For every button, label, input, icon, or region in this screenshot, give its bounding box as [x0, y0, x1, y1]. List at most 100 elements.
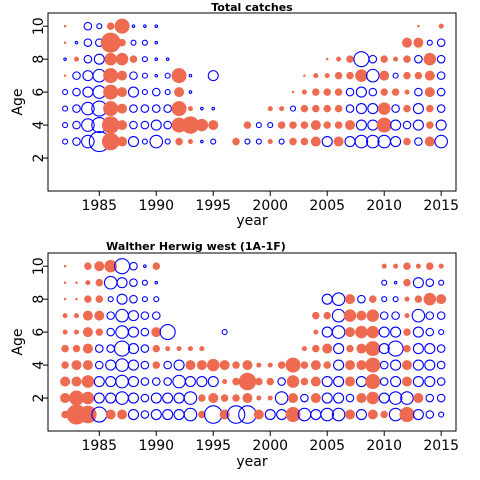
bubble-negative [424, 359, 436, 371]
bubble-negative [127, 392, 140, 404]
chart-title: Walther Herwig west (1A-1F) [106, 240, 286, 253]
bubble-positive [71, 376, 82, 387]
bubble-negative [321, 392, 333, 404]
bubble-positive [424, 70, 435, 81]
bubble-negative [379, 311, 389, 320]
bubble-negative [129, 261, 138, 271]
bubble-positive [75, 281, 78, 284]
bubble-positive [346, 344, 354, 353]
bubble-negative [211, 106, 216, 111]
bubble-positive [415, 263, 421, 269]
bubble-positive [75, 297, 78, 301]
bubbles [62, 18, 448, 153]
x-tick-label: 1995 [195, 198, 231, 214]
bubble-negative [414, 54, 423, 64]
bubble-negative [141, 279, 148, 286]
bubble-negative [62, 89, 69, 96]
bubble-negative [165, 57, 170, 61]
bubble-negative [173, 359, 185, 371]
bubble-positive [181, 116, 200, 134]
bubble-negative [436, 104, 446, 113]
bubble-negative [436, 54, 446, 64]
bubble-positive [94, 261, 105, 272]
bubble-negative [116, 277, 128, 289]
bubble-negative [436, 38, 446, 47]
bubble-negative [368, 54, 378, 64]
bubble-negative [378, 326, 390, 338]
bubble-negative [141, 39, 148, 46]
bubble-negative [173, 408, 185, 421]
bubble-negative [164, 89, 171, 96]
bubble-positive [73, 56, 79, 62]
bubble-negative [367, 119, 379, 131]
bubble-positive [381, 263, 387, 269]
bubble-negative [105, 376, 117, 388]
x-tick-label: 2000 [252, 438, 288, 454]
bubble-negative [238, 405, 257, 424]
bubble-negative [411, 308, 426, 323]
bubble-negative [255, 122, 262, 129]
bubble-positive [403, 71, 411, 80]
bubble-negative [62, 105, 69, 112]
bubble-negative [106, 311, 115, 320]
bubble-negative [96, 23, 103, 30]
bubble-positive [393, 263, 399, 269]
bubble-negative [140, 327, 150, 337]
bubble-negative [368, 87, 378, 97]
bubble-positive [114, 18, 130, 34]
bubble-positive [380, 88, 388, 96]
bubble-negative [402, 120, 412, 130]
bubble-negative [390, 136, 402, 148]
bubble-negative [62, 138, 69, 145]
bubble-negative [162, 408, 174, 421]
bubble-positive [232, 377, 240, 386]
bubble-positive [187, 139, 193, 145]
bubble-positive [165, 346, 171, 352]
bubble-negative [129, 71, 138, 80]
bubble-negative [82, 86, 94, 98]
bubble-positive [300, 361, 309, 369]
bubble-positive [313, 329, 319, 335]
bubble-negative [412, 359, 424, 371]
bubble-negative [388, 391, 403, 405]
bubble-negative [82, 70, 94, 82]
bubble-positive [356, 343, 367, 354]
y-axis-label: Age [10, 88, 26, 115]
bubble-positive [376, 117, 392, 133]
chart-total-catches: Total catches Age year 1985 1990 1995 2000 2… [10, 1, 459, 229]
y-tick-label: 4 [31, 361, 47, 370]
bubble-negative [72, 120, 81, 130]
bubble-positive [85, 280, 91, 286]
bubble-negative [310, 408, 322, 421]
bubble-negative [412, 343, 424, 355]
bubble-negative [366, 134, 380, 149]
bubble-positive [301, 346, 307, 352]
bubble-positive [187, 106, 193, 112]
bubble-positive [174, 87, 185, 98]
bubble-negative [183, 391, 198, 405]
bubble-negative [438, 329, 445, 336]
bubble-positive [334, 104, 343, 113]
bubble-positive [199, 346, 205, 352]
bubble-negative [183, 407, 198, 422]
bubble-positive [336, 56, 342, 62]
bubble-negative [83, 21, 93, 31]
bubble-negative [151, 377, 161, 386]
bubble-negative [149, 134, 164, 149]
bubble-negative [129, 294, 138, 304]
chart-walther-herwig-west: Walther Herwig west (1A-1F) Age year 198… [10, 240, 459, 470]
bubble-negative [244, 138, 251, 145]
bubble-positive [355, 69, 368, 82]
bubble-positive [171, 68, 187, 84]
bubble-positive [366, 391, 380, 405]
bubble-positive [414, 71, 423, 80]
bubble-negative [129, 120, 138, 130]
bubble-positive [366, 325, 380, 339]
bubble-negative [72, 71, 81, 80]
bubble-negative [141, 72, 148, 79]
bubble-positive [404, 313, 410, 319]
bubble-positive [334, 88, 343, 96]
bubble-positive [81, 375, 95, 388]
bubble-positive [277, 361, 286, 369]
